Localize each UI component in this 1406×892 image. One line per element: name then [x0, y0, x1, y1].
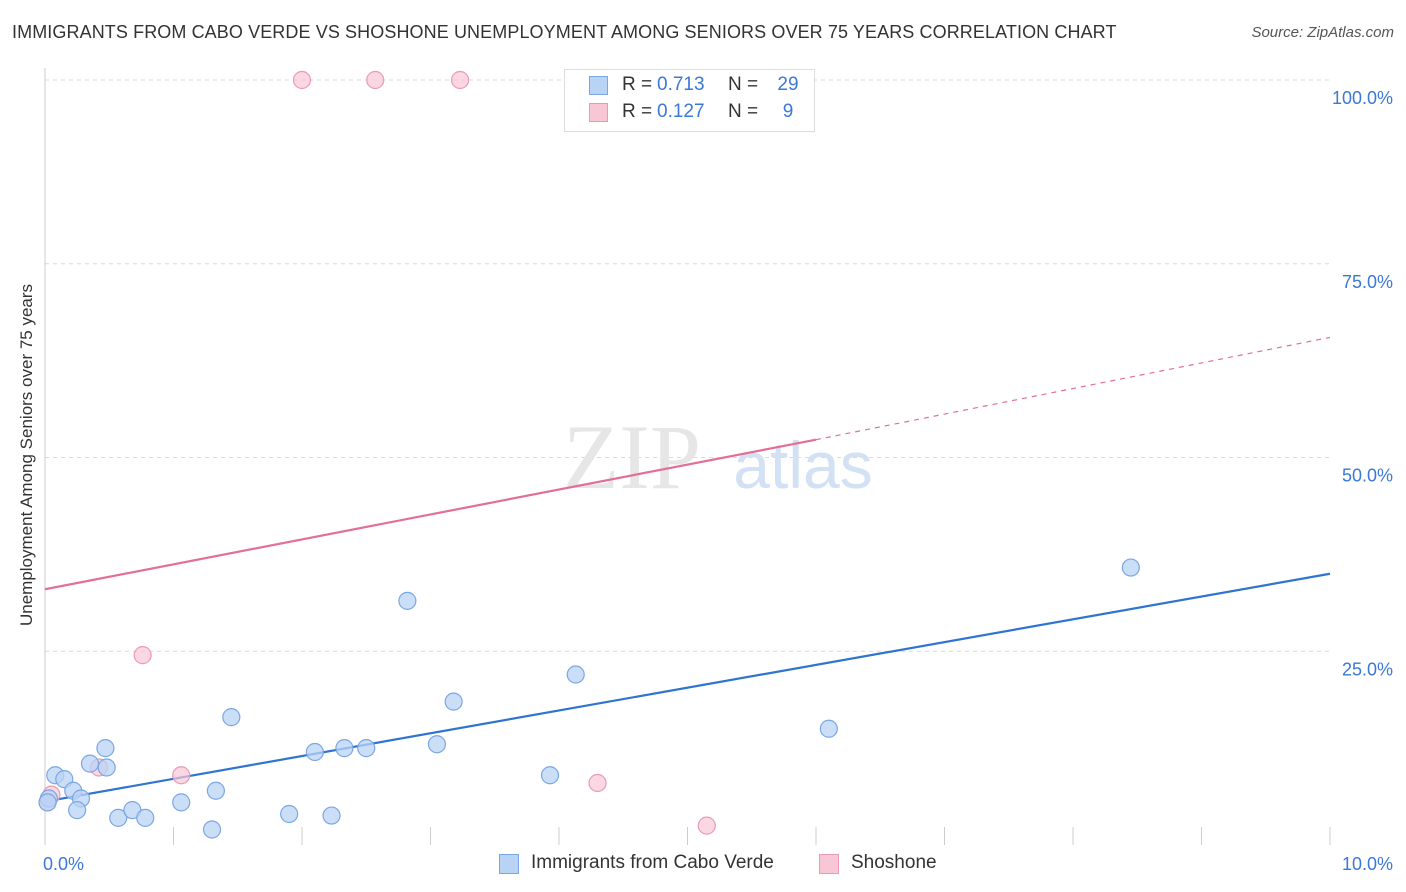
data-point-cabo-verde	[136, 808, 155, 827]
data-point-cabo-verde	[444, 692, 463, 711]
legend-r-value: 0.713	[657, 74, 705, 95]
source-note: Source: ZipAtlas.com	[1251, 24, 1394, 41]
trend-line-shoshone	[44, 438, 817, 591]
legend-n-label: N =	[728, 101, 759, 122]
data-point-cabo-verde	[96, 739, 115, 758]
bottom-legend-label: Immigrants from Cabo Verde	[531, 852, 774, 873]
data-point-cabo-verde	[1121, 558, 1140, 577]
data-point-cabo-verde	[398, 591, 417, 610]
data-point-cabo-verde	[427, 735, 447, 754]
bottom-legend-label: Shoshone	[851, 852, 937, 873]
legend-n-value: 9	[782, 101, 794, 122]
data-point-cabo-verde	[566, 665, 585, 684]
data-point-cabo-verde	[206, 781, 226, 800]
legend-r-label: R =	[622, 74, 653, 95]
data-point-shoshone	[588, 773, 607, 793]
data-point-cabo-verde	[335, 739, 354, 758]
data-point-shoshone	[697, 816, 716, 835]
legend-swatch-blue	[589, 76, 608, 95]
legend-n-label: N =	[728, 74, 759, 95]
watermark-atlas: atlas	[733, 428, 872, 502]
data-point-cabo-verde	[280, 804, 299, 824]
data-point-cabo-verde	[222, 708, 241, 727]
y-axis-label: Unemployment Among Seniors over 75 years	[17, 283, 36, 627]
axes	[44, 68, 1331, 845]
trend-line-cabo-verde	[44, 572, 1331, 803]
data-point-cabo-verde	[109, 808, 128, 827]
y-tick-label: 25.0%	[1342, 659, 1393, 679]
y-tick-label: 75.0%	[1342, 272, 1393, 292]
data-point-cabo-verde	[322, 806, 341, 825]
watermark-zip: ZIP	[563, 406, 701, 508]
data-point-shoshone	[450, 70, 470, 90]
data-point-cabo-verde	[68, 801, 87, 820]
trend-lines	[44, 336, 1331, 803]
tick-labels: 25.0% 50.0% 75.0% 100.0% 0.0% 10.0%	[43, 88, 1393, 874]
data-point-shoshone	[292, 70, 312, 90]
chart-title: IMMIGRANTS FROM CABO VERDE VS SHOSHONE U…	[12, 22, 1117, 42]
y-tick-label: 50.0%	[1342, 466, 1393, 486]
data-point-cabo-verde	[305, 742, 324, 762]
legend-n-value: 29	[777, 74, 799, 95]
data-point-cabo-verde	[540, 766, 560, 785]
x-tick-label: 0.0%	[43, 854, 84, 874]
legend-r-value: 0.127	[657, 101, 705, 122]
y-tick-label: 100.0%	[1332, 88, 1393, 108]
data-point-cabo-verde	[38, 793, 57, 812]
data-point-shoshone	[366, 70, 385, 90]
data-point-cabo-verde	[172, 793, 191, 812]
data-point-cabo-verde	[97, 758, 116, 777]
data-point-cabo-verde	[202, 820, 222, 839]
data-points	[38, 70, 1140, 839]
data-point-cabo-verde	[819, 719, 838, 738]
data-point-shoshone	[133, 646, 152, 665]
legend-swatch-pink	[589, 103, 608, 122]
x-tick-label: 10.0%	[1342, 854, 1393, 874]
stats-legend: R = 0.713 N = 29 R = 0.127 N = 9	[564, 69, 815, 132]
bottom-legend-swatch-blue	[499, 854, 519, 874]
bottom-legend-swatch-pink	[819, 854, 839, 874]
legend-r-label: R =	[622, 101, 653, 122]
trend-line-shoshone-extension	[815, 336, 1331, 441]
data-point-shoshone	[172, 766, 191, 785]
data-point-cabo-verde	[357, 739, 376, 758]
watermark: ZIP atlas	[563, 406, 873, 508]
data-point-cabo-verde	[80, 754, 100, 773]
